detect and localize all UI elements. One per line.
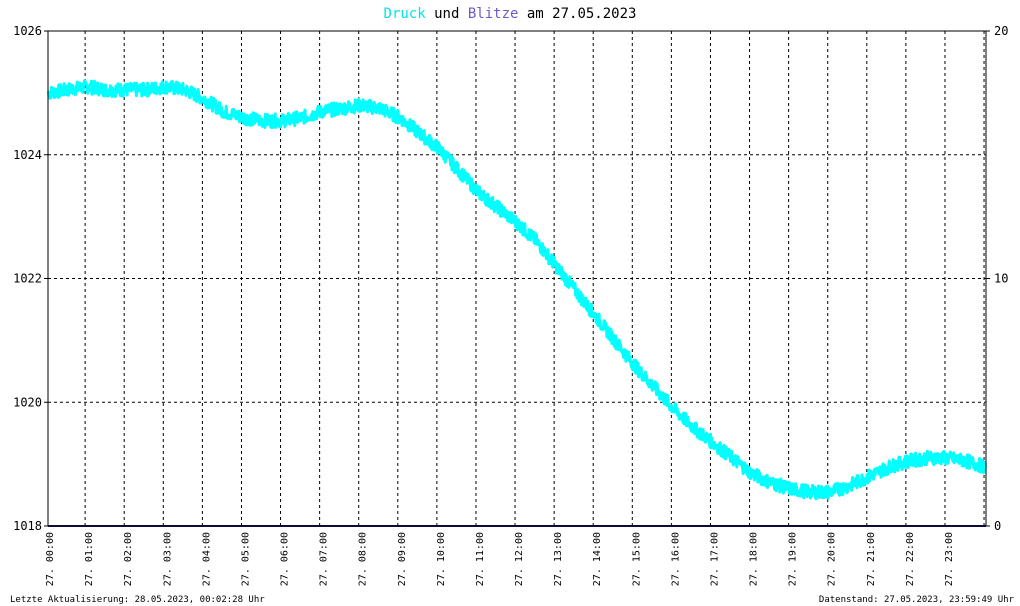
- y-right-tick-label: 10: [994, 272, 1008, 286]
- plot-border: [47, 30, 987, 527]
- y-right-tick-label: 0: [994, 519, 1001, 533]
- x-tick-label: 27. 04:00: [201, 532, 212, 586]
- y-right-tick-label: 20: [994, 24, 1008, 38]
- x-tick-label: 27. 23:00: [944, 532, 955, 586]
- x-tick-label: 27. 00:00: [45, 532, 56, 586]
- x-tick-label: 27. 09:00: [397, 532, 408, 586]
- x-tick-label: 27. 16:00: [670, 532, 681, 586]
- title-series-blitze: Blitze: [468, 6, 519, 22]
- grid: [44, 30, 990, 527]
- x-tick-label: 27. 03:00: [162, 532, 173, 586]
- x-tick-label: 27. 01:00: [84, 532, 95, 586]
- x-tick-label: 27. 15:00: [631, 532, 642, 586]
- x-tick-label: 27. 08:00: [358, 532, 369, 586]
- x-tick-label: 27. 10:00: [436, 532, 447, 586]
- x-tick-label: 27. 18:00: [749, 532, 760, 586]
- y-left-tick-label: 1018: [13, 519, 42, 533]
- title-und-word: und: [434, 6, 459, 22]
- y-left-tick-label: 1024: [13, 148, 42, 162]
- y-left-tick-label: 1026: [13, 24, 42, 38]
- axes: [47, 30, 987, 527]
- x-tick-label: 27. 21:00: [866, 532, 877, 586]
- y-left-tick-label: 1022: [13, 272, 42, 286]
- title-und: [426, 6, 434, 22]
- x-tick-label: 27. 14:00: [592, 532, 603, 586]
- footer-last-update: Letzte Aktualisierung: 28.05.2023, 00:02…: [10, 595, 265, 605]
- x-tick-label: 27. 06:00: [280, 532, 291, 586]
- title-series-druck: Druck: [384, 6, 427, 22]
- x-tick-label: 27. 20:00: [827, 532, 838, 586]
- x-tick-label: 27. 02:00: [123, 532, 134, 586]
- x-tick-label: 27. 13:00: [553, 532, 564, 586]
- title-date: am 27.05.2023: [527, 6, 637, 22]
- y-left-tick-label: 1020: [13, 395, 42, 409]
- series-line-druck: [46, 79, 988, 501]
- x-tick-label: 27. 17:00: [709, 532, 720, 586]
- x-tick-label: 27. 07:00: [319, 532, 330, 586]
- chart-title: Druck und Blitze am 27.05.2023: [384, 6, 637, 22]
- x-tick-label: 27. 12:00: [514, 532, 525, 586]
- x-tick-label: 27. 19:00: [788, 532, 799, 586]
- tick-labels: 27. 00:00 27. 01:00 27. 02:00 27. 03:00 27. …: [13, 24, 1008, 586]
- x-tick-label: 27. 11:00: [475, 532, 486, 586]
- footer-data-status: Datenstand: 27.05.2023, 23:59:49 Uhr: [819, 595, 1015, 605]
- series-layer: [46, 79, 988, 527]
- x-tick-label: 27. 22:00: [905, 532, 916, 586]
- x-tick-label: 27. 05:00: [240, 532, 251, 586]
